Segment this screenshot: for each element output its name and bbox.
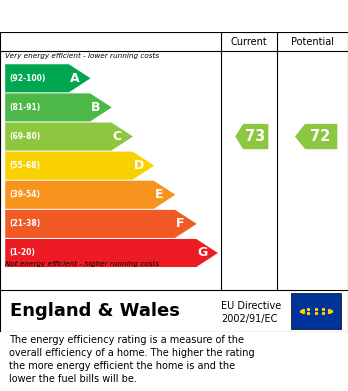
Text: (21-38): (21-38) (9, 219, 41, 228)
Text: 72: 72 (310, 129, 331, 144)
Text: A: A (70, 72, 80, 85)
Text: 73: 73 (245, 129, 265, 144)
Polygon shape (5, 181, 175, 209)
Text: overall efficiency of a home. The higher the rating: overall efficiency of a home. The higher… (9, 348, 254, 358)
Polygon shape (5, 152, 154, 180)
Text: Not energy efficient - higher running costs: Not energy efficient - higher running co… (5, 261, 159, 267)
Polygon shape (295, 124, 337, 149)
Text: Very energy efficient - lower running costs: Very energy efficient - lower running co… (5, 53, 159, 59)
Text: EU Directive: EU Directive (221, 301, 281, 311)
Text: (92-100): (92-100) (9, 74, 46, 83)
Text: Current: Current (230, 37, 267, 47)
Polygon shape (235, 124, 268, 149)
Text: B: B (91, 101, 101, 114)
Text: 2002/91/EC: 2002/91/EC (221, 314, 277, 324)
Text: E: E (155, 188, 163, 201)
Text: Potential: Potential (291, 37, 334, 47)
Text: G: G (197, 246, 207, 260)
Polygon shape (5, 93, 112, 122)
Text: (55-68): (55-68) (9, 161, 40, 170)
Text: The energy efficiency rating is a measure of the: The energy efficiency rating is a measur… (9, 335, 244, 345)
Text: (69-80): (69-80) (9, 132, 41, 141)
Text: England & Wales: England & Wales (10, 302, 180, 320)
Bar (291, 293, 341, 329)
Text: (81-91): (81-91) (9, 103, 41, 112)
Text: F: F (176, 217, 184, 230)
Text: (1-20): (1-20) (9, 249, 35, 258)
Polygon shape (5, 64, 90, 92)
Polygon shape (5, 210, 197, 238)
Text: the more energy efficient the home is and the: the more energy efficient the home is an… (9, 361, 235, 371)
Text: D: D (134, 159, 144, 172)
Polygon shape (5, 239, 218, 267)
Polygon shape (5, 122, 133, 151)
Text: Energy Efficiency Rating: Energy Efficiency Rating (9, 9, 210, 23)
Text: C: C (112, 130, 121, 143)
Text: lower the fuel bills will be.: lower the fuel bills will be. (9, 374, 136, 384)
Text: (39-54): (39-54) (9, 190, 40, 199)
